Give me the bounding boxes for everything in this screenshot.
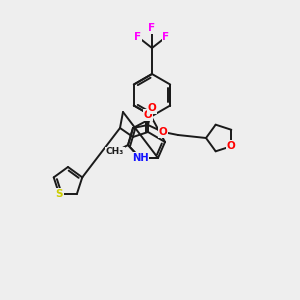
Text: F: F: [148, 23, 156, 33]
Text: O: O: [159, 127, 167, 137]
Text: CH₃: CH₃: [106, 148, 124, 157]
Text: O: O: [144, 110, 152, 120]
Text: O: O: [227, 141, 236, 151]
Text: S: S: [56, 189, 63, 199]
Text: F: F: [162, 32, 169, 42]
Text: O: O: [148, 103, 156, 113]
Text: F: F: [134, 32, 142, 42]
Text: NH: NH: [132, 153, 148, 163]
